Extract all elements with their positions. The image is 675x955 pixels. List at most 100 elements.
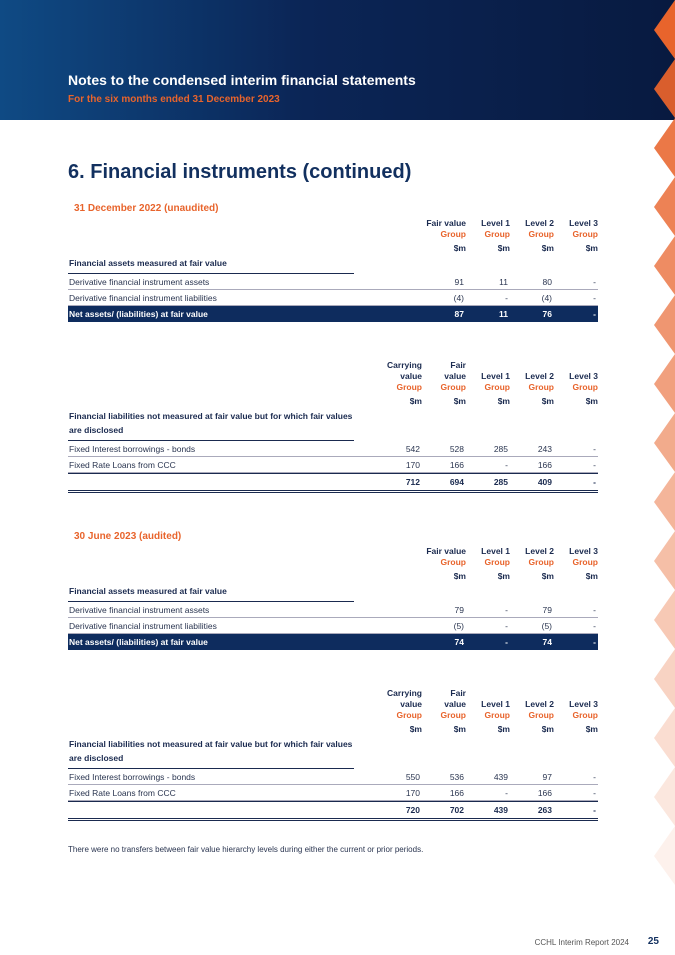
table: Carrying value Group $m Fair value Group $m Leve… (68, 688, 598, 821)
total-cell: 712 (378, 473, 422, 493)
column-name: value (444, 699, 466, 709)
chevron (654, 472, 675, 531)
column-name: Fair (450, 688, 466, 698)
note: There were no transfers between fair val… (68, 845, 424, 854)
cell: - (554, 457, 598, 473)
column-unit: $m (497, 396, 510, 406)
cell: - (554, 290, 598, 306)
column-name: value (400, 699, 422, 709)
chevron (654, 354, 675, 413)
column-header: Level 3 Group $m (554, 218, 598, 254)
column-unit: $m (497, 724, 510, 734)
column-group: Group (528, 229, 555, 239)
column-group: Group (572, 557, 599, 567)
column-group: Group (440, 557, 467, 567)
table: Carrying value Group $m Fair value Group $m Leve… (68, 360, 598, 493)
cell: - (466, 290, 510, 306)
cell: 550 (378, 769, 422, 785)
chevron (654, 59, 675, 118)
cell: 528 (422, 441, 466, 457)
total-cell: 87 (422, 306, 466, 322)
cell: - (554, 618, 598, 634)
total-cell: 439 (466, 801, 510, 821)
column-name: Fair (450, 360, 466, 370)
column-name: Carrying (387, 360, 422, 370)
column-group: Group (528, 557, 555, 567)
total-cell: 694 (422, 473, 466, 493)
column-group: Group (484, 557, 511, 567)
column-unit: $m (541, 571, 554, 581)
cell: - (554, 441, 598, 457)
row-label: Fixed Interest borrowings - bonds (68, 441, 378, 457)
chevron (654, 177, 675, 236)
column-header: Fair value Group $m (422, 360, 467, 407)
total-cell: - (554, 634, 598, 650)
chevron (654, 295, 675, 354)
chevron (654, 649, 675, 708)
column-header: Fair value Group $m (422, 688, 467, 735)
column-unit: $m (453, 724, 466, 734)
cell: (4) (510, 290, 554, 306)
cell: 11 (466, 274, 510, 290)
total-label (68, 801, 378, 821)
column-group: Group (572, 229, 599, 239)
chevron (654, 0, 675, 59)
row-header: Financial assets measured at fair value (68, 582, 354, 602)
column-name: Level 1 (481, 546, 510, 556)
row-header: Financial liabilities not measured at fa… (68, 735, 354, 769)
column-header: Level 2 Group $m (510, 546, 554, 582)
column-unit: $m (497, 243, 510, 253)
column-header: Carrying value Group $m (378, 688, 422, 735)
cell: 79 (422, 602, 466, 618)
column-name: Level 1 (481, 218, 510, 228)
column-name: Level 2 (525, 371, 554, 381)
page-number: 25 (647, 936, 659, 947)
section-heading: 31 December 2022 (unaudited) (74, 203, 219, 214)
row-header: Financial assets measured at fair value (68, 254, 354, 274)
total-cell: - (554, 306, 598, 322)
column-unit: $m (453, 243, 466, 253)
column-unit: $m (453, 571, 466, 581)
column-name: Level 1 (481, 699, 510, 709)
column-name: Fair value (426, 218, 466, 228)
cell: 80 (510, 274, 554, 290)
cell: 166 (510, 785, 554, 801)
column-unit: $m (541, 724, 554, 734)
spacer (68, 546, 422, 582)
cell: 91 (422, 274, 466, 290)
column-group: Group (396, 710, 423, 720)
total-cell: 11 (466, 306, 510, 322)
chevron (654, 590, 675, 649)
cell: 542 (378, 441, 422, 457)
total-label: Net assets/ (liabilities) at fair value (68, 634, 422, 650)
column-group: Group (484, 382, 511, 392)
column-header: Level 3 Group $m (554, 546, 598, 582)
column-group: Group (484, 229, 511, 239)
column-header: Level 2 Group $m (510, 218, 554, 254)
column-name: Level 3 (569, 218, 598, 228)
chevron (654, 413, 675, 472)
column-name: Level 3 (569, 546, 598, 556)
column-group: Group (396, 382, 423, 392)
column-header: Carrying value Group $m (378, 360, 422, 407)
spacer (68, 360, 378, 407)
column-header: Fair value Group $m (422, 546, 466, 582)
column-unit: $m (585, 724, 598, 734)
total-cell: 409 (510, 473, 554, 493)
section-title: 6. Financial instruments (continued) (68, 161, 412, 183)
cell: (5) (510, 618, 554, 634)
column-name: Level 2 (525, 699, 554, 709)
section-heading: 30 June 2023 (audited) (74, 531, 182, 542)
column-header: Level 3 Group $m (554, 360, 598, 407)
row-label: Derivative financial instrument liabilit… (68, 618, 422, 634)
chevron (654, 531, 675, 590)
column-unit: $m (541, 243, 554, 253)
cell: - (466, 602, 510, 618)
total-cell: 285 (466, 473, 510, 493)
row-header: Financial liabilities not measured at fa… (68, 407, 354, 441)
row-label: Derivative financial instrument assets (68, 274, 422, 290)
cell: 166 (510, 457, 554, 473)
column-header: Level 1 Group $m (466, 218, 510, 254)
